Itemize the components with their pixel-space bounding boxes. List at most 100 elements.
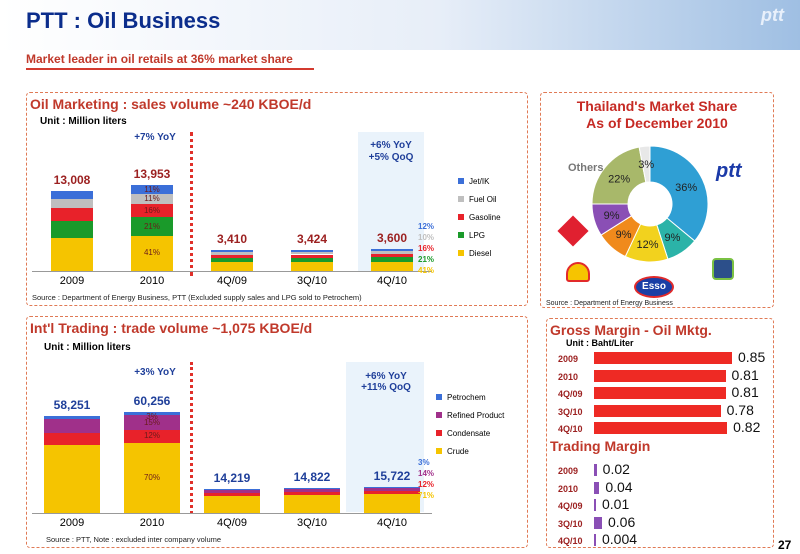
legend-label: Condensate <box>447 428 491 438</box>
legend-label: Refined Product <box>447 410 505 420</box>
segment-share-label: 70% <box>143 472 160 482</box>
legend-label: Crude <box>447 446 469 456</box>
margin-panel <box>546 318 774 548</box>
x-axis-label: 2009 <box>59 275 85 287</box>
shell-icon <box>566 262 590 282</box>
margin-category-label: 2010 <box>558 371 579 382</box>
margin-bar <box>594 352 732 364</box>
ptt-brand-logo: ptt <box>716 160 742 182</box>
header-banner <box>0 0 800 50</box>
margin-value-label: 0.06 <box>608 513 636 530</box>
bar-segment-diesel: 41% <box>131 235 173 271</box>
market-share-title-line2: As of December 2010 <box>586 115 728 131</box>
pie-slice <box>638 145 651 183</box>
stacked-bar-3Q/10 <box>284 488 340 513</box>
bar-segment-refined-product <box>364 487 420 492</box>
last-bar-share-label: 12% <box>418 480 435 489</box>
bar-segment-petrochem <box>204 489 260 490</box>
market-share-pie: 36% 9% 12% 9% 9% 22% 3% <box>591 145 709 263</box>
bar-segment-diesel <box>291 262 333 271</box>
subtitle-underline <box>26 68 314 70</box>
pie-slice <box>649 145 709 242</box>
trading-yoy-right-2: +11% QoQ <box>361 382 411 393</box>
legend-label: LPG <box>469 230 486 240</box>
legend-item: Diesel <box>458 244 501 262</box>
bar-total-label: 58,251 <box>53 397 91 412</box>
bar-total-label: 14,219 <box>213 471 251 486</box>
bar-segment-crude <box>44 444 100 513</box>
last-bar-share-label: 71% <box>418 491 435 500</box>
legend-label: Fuel Oil <box>469 194 497 204</box>
bar-segment-jet-ik <box>211 249 253 253</box>
bar-segment-crude <box>284 495 340 513</box>
margin-category-label: 3Q/10 <box>558 406 583 417</box>
market-share-panel <box>540 92 774 308</box>
bar-total-label: 3,600 <box>376 230 408 245</box>
gross-margin-unit: Unit : Baht/Liter <box>566 338 634 348</box>
bar-segment-lpg <box>211 257 253 263</box>
bar-segment-petrochem <box>284 488 340 489</box>
trading-panel <box>26 316 528 548</box>
margin-category-label: 4Q/10 <box>558 536 583 546</box>
yoy-highlight-box <box>358 132 424 272</box>
margin-bar <box>594 499 596 511</box>
stacked-bar-4Q/10 <box>364 486 420 513</box>
bar-total-label: 13,008 <box>53 172 91 187</box>
pie-slice-label: 36% <box>675 182 697 194</box>
legend-item: Condensate <box>436 424 504 442</box>
page-title: PTT : Oil Business <box>26 8 221 33</box>
legend-swatch <box>436 412 442 418</box>
oil-marketing-panel <box>26 92 528 306</box>
bar-segment-fuel-oil <box>211 252 253 255</box>
trading-chart: 58,251 2009 70% 12% 15% 3% 60,256 2010 14,219 4Q/… <box>32 394 435 529</box>
bar-segment-condensate <box>204 493 260 497</box>
margin-bar <box>594 464 597 476</box>
trading-unit: Unit : Million liters <box>44 342 131 353</box>
last-bar-share-label: 10% <box>418 233 435 242</box>
pie-slice-label: 9% <box>665 232 681 244</box>
gross-margin-chart: 2009 0.85 2010 0.81 4Q/09 0.81 3Q/10 0.78 4Q/10 0… <box>550 348 770 440</box>
esso-brand-logo: Esso <box>634 276 674 298</box>
margin-value-label: 0.02 <box>602 461 630 477</box>
bar-segment-diesel <box>211 262 253 271</box>
bar-segment-fuel-oil <box>51 199 93 209</box>
bar-segment-jet-ik <box>51 190 93 200</box>
legend-item: Refined Product <box>436 406 504 424</box>
bar-segment-diesel <box>51 238 93 271</box>
x-axis-label: 4Q/10 <box>377 517 407 529</box>
bar-segment-gasoline <box>371 253 413 258</box>
segment-share-label: 3% <box>146 412 158 422</box>
margin-category-label: 3Q/10 <box>558 518 583 529</box>
legend-swatch <box>458 232 464 238</box>
bar-segment-crude: 70% <box>124 442 180 513</box>
margin-category-label: 2009 <box>558 466 579 476</box>
legend-item: Jet/IK <box>458 172 501 190</box>
legend-item: Gasoline <box>458 208 501 226</box>
bar-segment-refined-product <box>44 418 100 434</box>
last-bar-share-label: 14% <box>418 469 435 478</box>
segment-share-label: 12% <box>143 431 160 441</box>
x-axis-label: 2010 <box>139 275 165 287</box>
margin-category-label: 2010 <box>558 483 579 494</box>
marketing-yoy-right-2: +5% QoQ <box>368 152 414 163</box>
market-share-source: Source : Department of Energy Business <box>546 300 673 307</box>
bar-total-label: 60,256 <box>133 394 171 409</box>
x-axis-label: 2010 <box>139 517 165 529</box>
bar-segment-gasoline <box>291 254 333 258</box>
pie-slice-label: 9% <box>604 210 620 222</box>
legend-swatch <box>436 394 442 400</box>
legend-swatch <box>458 196 464 202</box>
stacked-bar-4Q/09 <box>211 249 253 271</box>
last-bar-share-label: 12% <box>418 222 435 231</box>
trading-yoy-right-1: +6% YoY <box>365 371 407 382</box>
margin-bar <box>594 422 728 434</box>
margin-bar <box>594 369 726 382</box>
bar-segment-fuel-oil <box>371 251 413 254</box>
stacked-bar-2010: 41% 21% 16% 11% 11% <box>131 184 173 271</box>
stacked-bar-4Q/10 <box>371 248 413 271</box>
bar-segment-diesel <box>371 261 413 271</box>
last-bar-share-label: 3% <box>418 458 430 467</box>
oil-marketing-source: Source : Department of Energy Business, … <box>32 293 362 302</box>
bar-segment-fuel-oil <box>291 252 333 255</box>
ptt-logo: ptt <box>761 5 784 25</box>
